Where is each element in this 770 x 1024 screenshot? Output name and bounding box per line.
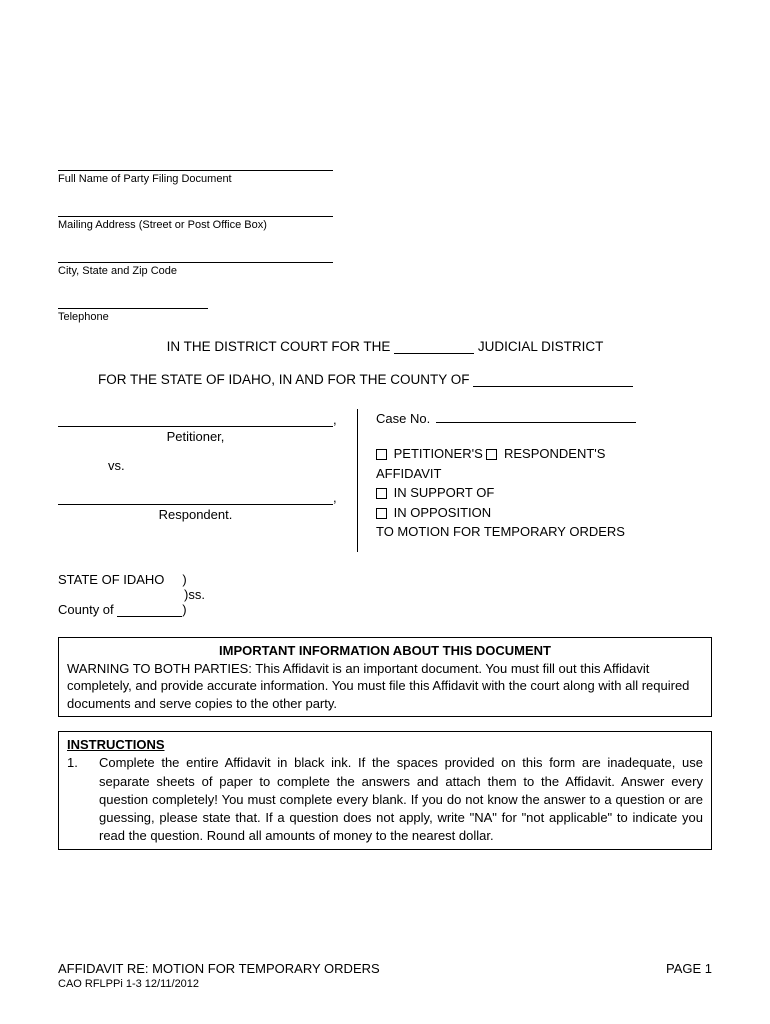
respondent-input-line[interactable]	[58, 487, 333, 505]
name-label: Full Name of Party Filing Document	[58, 173, 333, 185]
case-column: Case No. PETITIONER'S RESPONDENT'S AFFID…	[358, 409, 712, 552]
instructions-box: INSTRUCTIONS 1. Complete the entire Affi…	[58, 731, 712, 850]
court-line1a: IN THE DISTRICT COURT FOR THE	[167, 339, 395, 354]
footer-right: PAGE 1	[666, 961, 712, 976]
court-line2: FOR THE STATE OF IDAHO, IN AND FOR THE C…	[98, 372, 473, 387]
county-blank[interactable]	[473, 373, 633, 387]
footer: AFFIDAVIT RE: MOTION FOR TEMPORARY ORDER…	[58, 961, 712, 976]
telephone-field-group: Telephone	[58, 293, 208, 323]
affidavit-type-block: PETITIONER'S RESPONDENT'S AFFIDAVIT IN S…	[376, 444, 712, 542]
respondents-text: RESPONDENT'S	[500, 446, 605, 461]
support-text: IN SUPPORT OF	[390, 485, 494, 500]
footer-left: AFFIDAVIT RE: MOTION FOR TEMPORARY ORDER…	[58, 961, 380, 976]
instruction-num-1: 1.	[67, 754, 99, 845]
respondents-checkbox[interactable]	[486, 449, 497, 460]
name-input-line[interactable]	[58, 155, 333, 171]
footer-code: CAO RFLPPi 1-3 12/11/2012	[58, 978, 199, 990]
mailing-input-line[interactable]	[58, 201, 333, 217]
judicial-district-blank[interactable]	[394, 340, 474, 354]
county-of-text: County of	[58, 602, 117, 617]
name-field-group: Full Name of Party Filing Document	[58, 155, 333, 185]
petitioner-label: Petitioner,	[58, 429, 333, 444]
info-text: WARNING TO BOTH PARTIES: This Affidavit …	[67, 660, 703, 713]
paren2: )	[182, 602, 186, 617]
paren1: )	[182, 572, 186, 587]
case-section: , Petitioner, vs. , Respondent. Case No.…	[58, 409, 712, 552]
opposition-text: IN OPPOSITION	[390, 505, 491, 520]
petitioners-text: PETITIONER'S	[390, 446, 486, 461]
state-of-idaho: STATE OF IDAHO	[58, 572, 164, 587]
respondent-comma: ,	[333, 490, 337, 505]
info-title: IMPORTANT INFORMATION ABOUT THIS DOCUMEN…	[67, 642, 703, 660]
to-motion-text: TO MOTION FOR TEMPORARY ORDERS	[376, 522, 712, 542]
mailing-field-group: Mailing Address (Street or Post Office B…	[58, 201, 333, 231]
respondent-label: Respondent.	[58, 507, 333, 522]
telephone-input-line[interactable]	[58, 293, 208, 309]
affidavit-text: AFFIDAVIT	[358, 464, 712, 484]
support-checkbox[interactable]	[376, 488, 387, 499]
court-header: IN THE DISTRICT COURT FOR THE JUDICIAL D…	[58, 339, 712, 387]
parties-column: , Petitioner, vs. , Respondent.	[58, 409, 358, 552]
petitioners-checkbox[interactable]	[376, 449, 387, 460]
city-field-group: City, State and Zip Code	[58, 247, 333, 277]
county-of-blank[interactable]	[117, 604, 182, 617]
vs-text: vs.	[58, 458, 347, 473]
city-input-line[interactable]	[58, 247, 333, 263]
court-line1b: JUDICIAL DISTRICT	[474, 339, 603, 354]
petitioner-input-line[interactable]	[58, 409, 333, 427]
petitioner-comma: ,	[333, 412, 337, 427]
instruction-text-1: Complete the entire Affidavit in black i…	[99, 754, 703, 845]
instructions-title: INSTRUCTIONS	[67, 736, 703, 754]
mailing-label: Mailing Address (Street or Post Office B…	[58, 219, 333, 231]
city-label: City, State and Zip Code	[58, 265, 333, 277]
case-no-label: Case No.	[376, 411, 430, 426]
telephone-label: Telephone	[58, 311, 208, 323]
ss-text: )ss.	[58, 587, 712, 602]
important-info-box: IMPORTANT INFORMATION ABOUT THIS DOCUMEN…	[58, 637, 712, 717]
opposition-checkbox[interactable]	[376, 508, 387, 519]
state-section: STATE OF IDAHO ) )ss. County of )	[58, 572, 712, 617]
case-no-blank[interactable]	[436, 409, 636, 423]
